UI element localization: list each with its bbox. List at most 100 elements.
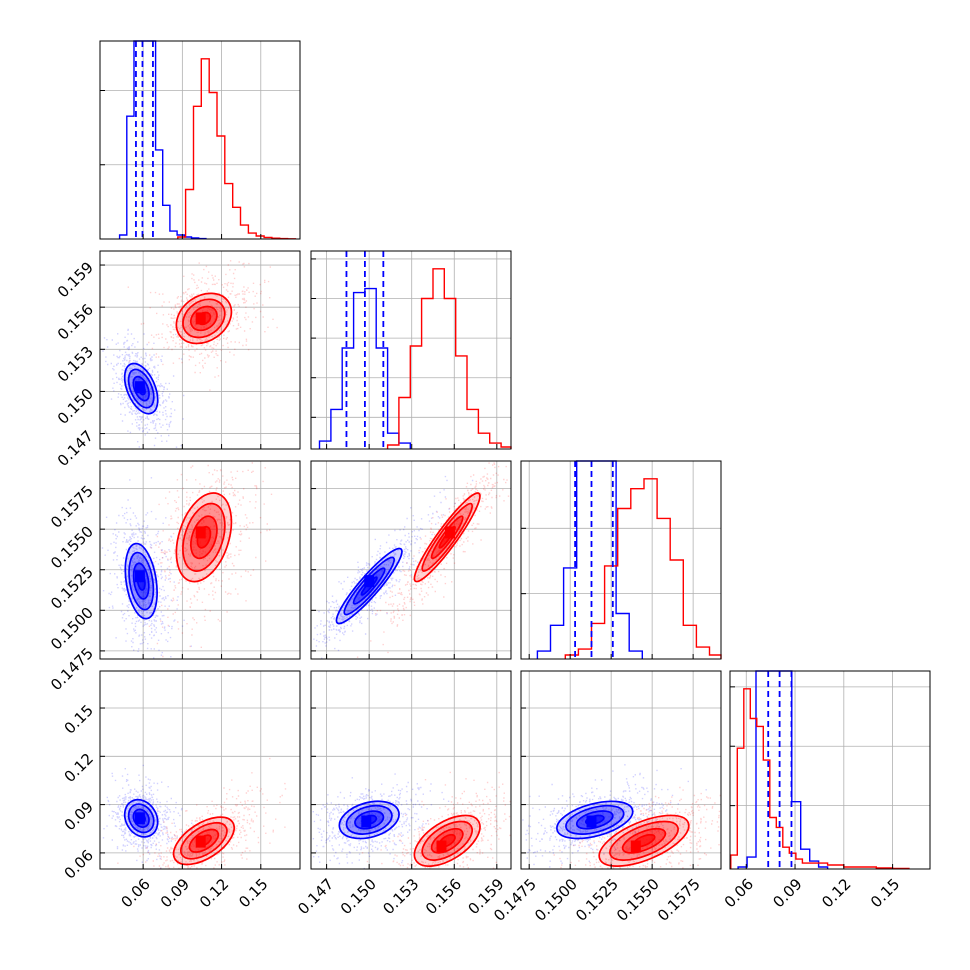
contour-blue (584, 814, 605, 826)
density-peak-red (195, 835, 206, 848)
contour-red (430, 515, 464, 560)
contour-red (182, 502, 226, 572)
histogram-red-0 (177, 58, 297, 240)
histogram-blue-2 (536, 460, 643, 659)
y-tick-label: 0.09 (61, 798, 97, 834)
histogram-red-1 (386, 268, 512, 449)
contour-blue (361, 814, 378, 826)
y-tick-label: 0.150 (54, 385, 97, 428)
contour-red (188, 828, 220, 853)
y-tick-label: 0.12 (61, 750, 97, 786)
contour-red (413, 814, 481, 868)
axes-frame (520, 670, 722, 870)
contour-red (172, 816, 235, 866)
contour-red (195, 834, 212, 848)
scatter-points-red (356, 462, 510, 658)
contour-red (180, 821, 228, 860)
contour-red (421, 820, 473, 861)
contour-red (175, 492, 233, 583)
contour-blue (128, 551, 155, 611)
contour-blue (136, 381, 146, 396)
y-tick-label: 0.1525 (47, 563, 97, 613)
x-tick-label: 0.15 (867, 875, 903, 911)
contour-red (621, 827, 667, 854)
contour-blue (123, 798, 159, 838)
contour-blue (132, 808, 150, 829)
density-peak-red (195, 526, 206, 539)
contour-blue (123, 362, 159, 415)
contour-blue (132, 562, 150, 600)
density-peak-blue (134, 570, 145, 583)
axes-frame (310, 250, 512, 450)
y-tick-label: 0.1575 (47, 482, 97, 532)
axes-frame (99, 460, 301, 660)
x-tick-label: 0.156 (422, 875, 465, 918)
x-tick-label: 0.06 (721, 875, 757, 911)
x-tick-label: 0.150 (337, 875, 380, 918)
contour-red (421, 502, 474, 572)
density-peak-blue (364, 575, 375, 588)
x-tick-label: 0.1575 (654, 875, 704, 925)
contour-blue (565, 804, 625, 835)
axes-frame (310, 460, 512, 660)
contour-red (632, 833, 656, 848)
x-tick-label: 0.09 (769, 875, 805, 911)
contour-blue (360, 576, 378, 596)
axes-frame (99, 670, 301, 870)
x-tick-label: 0.147 (294, 875, 337, 918)
density-peak-blue (134, 812, 145, 825)
contour-red (175, 292, 233, 345)
axes-frames-layer (99, 40, 931, 870)
axes-frame (99, 250, 301, 450)
contour-blue (352, 567, 386, 605)
contour-blue (338, 800, 400, 840)
contour-blue (136, 813, 146, 824)
y-tick-label: 0.06 (61, 846, 97, 882)
contour-blue (136, 571, 146, 591)
x-tick-label: 0.1500 (531, 875, 581, 925)
contour-red (413, 492, 481, 583)
y-tick-label: 0.147 (54, 427, 97, 470)
axes-frame (520, 460, 722, 660)
contour-blue (556, 800, 634, 840)
y-tick-label: 0.156 (54, 300, 97, 343)
y-tick-label: 0.1550 (47, 522, 97, 572)
x-tick-label: 0.09 (157, 875, 193, 911)
contour-red (196, 525, 212, 549)
y-tick-label: 0.1500 (47, 604, 97, 654)
contour-blue (354, 810, 385, 830)
x-tick-label: 0.15 (235, 875, 271, 911)
scatter-points-blue (313, 475, 474, 659)
x-tick-label: 0.1525 (572, 875, 622, 925)
contour-red (182, 298, 226, 339)
density-peak-red (195, 312, 206, 325)
histogram-red-3 (730, 688, 910, 870)
contour-red (598, 814, 690, 868)
density-fill-layer (124, 293, 689, 867)
y-tick-label: 0.159 (54, 258, 97, 301)
scatter-points-red (361, 771, 511, 869)
histogram-red-2 (564, 478, 722, 659)
contour-blue (127, 803, 155, 834)
density-peak-red (445, 526, 455, 539)
x-tick-label: 0.1550 (613, 875, 663, 925)
contour-blue (575, 810, 614, 830)
contour-red (438, 833, 456, 848)
scatter-points-blue (522, 764, 707, 868)
x-tick-label: 0.153 (379, 875, 422, 918)
y-tick-label: 0.153 (54, 343, 97, 386)
contour-blue (124, 542, 158, 620)
contour-red (189, 305, 218, 332)
contour-red (609, 820, 679, 861)
axes-frame (729, 670, 931, 870)
contour-blue (132, 375, 150, 402)
contour-blue (335, 547, 403, 625)
y-tick-label: 0.1475 (47, 644, 97, 694)
contour-red (430, 827, 464, 854)
x-tick-label: 0.12 (818, 875, 854, 911)
x-tick-label: 0.06 (118, 875, 154, 911)
contour-blue (127, 368, 155, 409)
axes-frame (99, 40, 301, 240)
scatter-points-blue (101, 477, 192, 659)
